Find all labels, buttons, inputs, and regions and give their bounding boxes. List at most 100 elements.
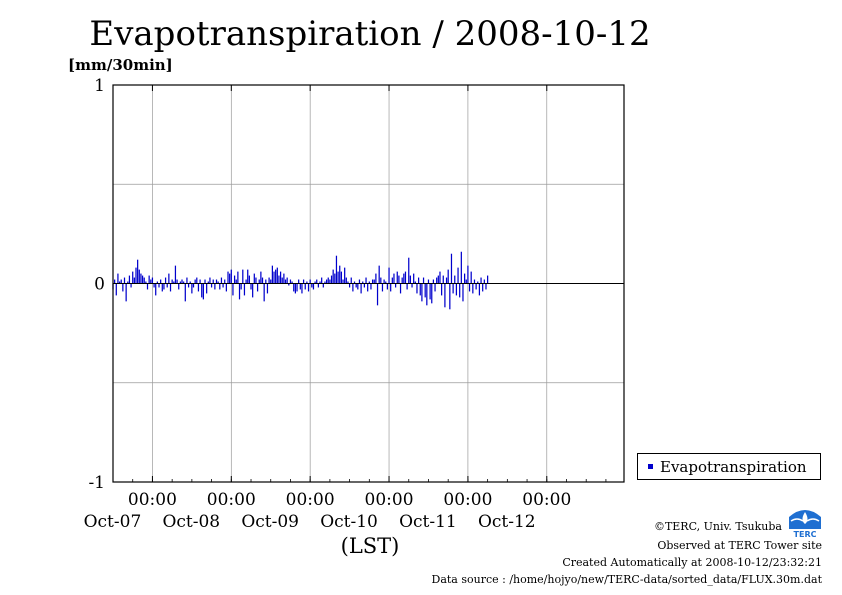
bar-mark [337, 271, 339, 284]
bar-mark [445, 277, 448, 284]
plot-frame [112, 84, 625, 483]
bar-mark [210, 283, 213, 288]
bar-mark [347, 281, 349, 284]
bar-mark [227, 271, 229, 284]
bar-mark [252, 283, 254, 298]
bar-mark [441, 283, 443, 296]
bar-mark [399, 283, 402, 294]
bar-mark [265, 279, 267, 284]
bar-mark [222, 283, 224, 288]
bar-mark [376, 283, 379, 306]
credit-source: Data source : /home/hojyo/new/TERC-data/… [431, 573, 823, 586]
series-evapotranspiration [112, 251, 489, 310]
bar-mark [380, 277, 382, 284]
bar-mark [404, 271, 407, 284]
bar-mark [348, 283, 351, 288]
bar-mark [268, 277, 270, 284]
bar-mark [166, 283, 168, 288]
bar-mark [414, 281, 416, 284]
bar-mark [468, 283, 471, 292]
bar-mark [258, 279, 260, 284]
bar-mark [383, 279, 385, 284]
bar-mark [155, 283, 157, 296]
y-tick-label: 0 [94, 275, 105, 295]
bar-mark [284, 279, 287, 284]
bar-mark [132, 271, 134, 284]
bar-mark [225, 283, 227, 292]
bar-mark [406, 283, 408, 290]
bar-mark [153, 283, 155, 288]
bar-mark [194, 279, 196, 284]
x-tick-time-label: 00:00 [286, 490, 335, 510]
tick-labels: 00:00Oct-0700:00Oct-0800:00Oct-0900:00Oc… [84, 76, 572, 532]
bar-mark [357, 283, 359, 290]
bar-mark [255, 277, 257, 284]
bar-mark [409, 275, 412, 284]
bar-mark [118, 281, 121, 284]
bar-mark [294, 283, 296, 294]
bar-mark [168, 273, 170, 284]
bar-mark [293, 283, 295, 292]
logo-text: TERC [794, 530, 817, 539]
bar-mark [145, 281, 147, 284]
bar-mark [416, 283, 418, 294]
bar-mark [307, 283, 310, 292]
bar-mark [281, 277, 283, 284]
bar-mark [247, 269, 249, 284]
bar-mark [393, 273, 395, 284]
bar-mark [321, 277, 323, 284]
bar-mark [309, 279, 311, 284]
bar-mark [202, 283, 204, 300]
bar-mark [235, 279, 237, 284]
bar-mark [173, 281, 175, 284]
bar-mark [187, 283, 190, 288]
bar-mark [179, 281, 181, 284]
bar-mark [140, 273, 142, 284]
bar-mark [266, 283, 269, 294]
bar-mark [183, 281, 185, 284]
bar-mark [330, 275, 333, 284]
bar-mark [233, 275, 236, 284]
credit-site: Observed at TERC Tower site [657, 539, 822, 552]
bar-mark [301, 283, 303, 294]
bar-mark [133, 277, 135, 284]
bar-mark [429, 283, 431, 300]
bar-mark [437, 275, 439, 284]
bar-mark [271, 265, 273, 284]
bar-mark [391, 277, 393, 284]
x-tick-date-label: Oct-08 [162, 512, 220, 532]
bar-mark [215, 279, 218, 284]
x-tick-time-label: 00:00 [128, 490, 177, 510]
bar-mark [148, 275, 150, 284]
bar-mark [114, 279, 116, 284]
terc-logo: TERC [785, 503, 825, 539]
x-tick-time-label: 00:00 [207, 490, 256, 510]
bar-mark [472, 283, 474, 294]
bar-mark [128, 275, 131, 284]
bar-mark [256, 283, 259, 292]
bar-mark [161, 283, 163, 292]
bar-mark [368, 281, 370, 284]
bar-mark [230, 269, 232, 284]
bar-mark [334, 273, 336, 284]
bar-mark [278, 275, 280, 284]
bar-mark [156, 281, 158, 284]
bar-mark [212, 279, 214, 284]
bar-mark [335, 255, 338, 284]
bar-mark [197, 283, 200, 292]
bar-mark [434, 283, 436, 292]
legend: Evapotranspiration [637, 453, 821, 480]
bar-mark [459, 283, 461, 298]
bar-mark [473, 279, 476, 284]
bar-mark [475, 283, 477, 290]
bar-mark [449, 283, 451, 310]
bar-mark [176, 279, 178, 284]
bar-mark [362, 281, 364, 284]
bar-mark [426, 283, 428, 306]
bar-mark [178, 283, 180, 290]
bar-mark [219, 283, 221, 290]
bar-mark [332, 269, 334, 284]
bar-mark [447, 269, 449, 284]
bar-mark [319, 281, 321, 284]
bar-mark [460, 251, 462, 284]
